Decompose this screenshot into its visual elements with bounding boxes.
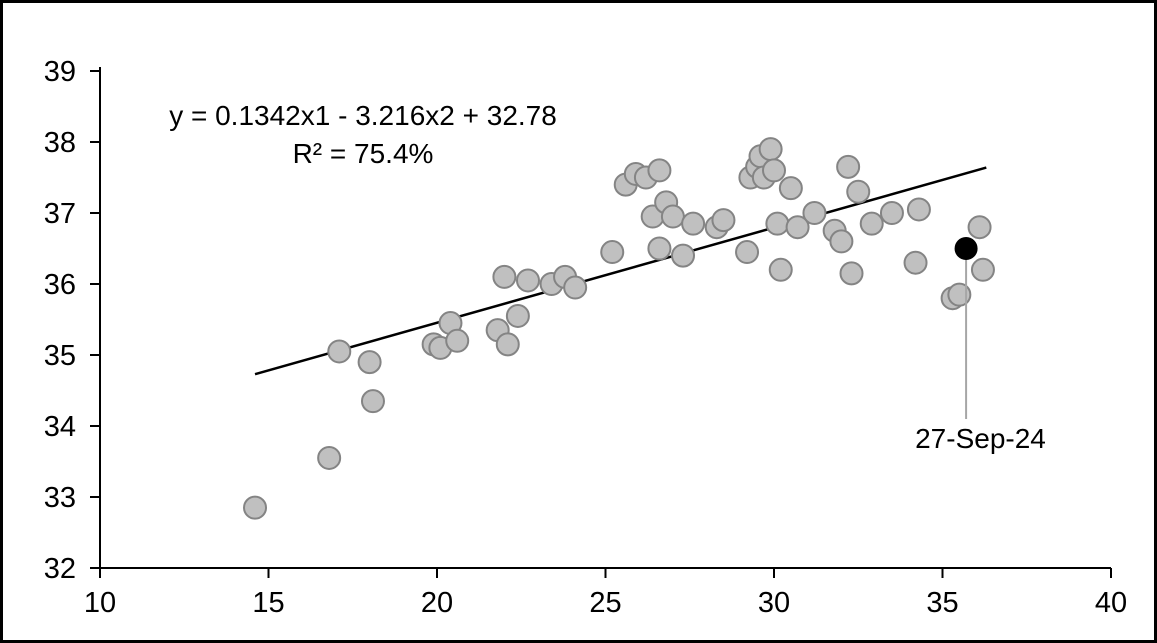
trendline [254,166,987,376]
x-axis-tick-label: 40 [1095,587,1127,619]
y-axis-tick-label: 39 [44,56,76,88]
data-point [445,328,470,353]
data-point [357,350,382,375]
y-axis-tick-label: 37 [44,198,76,230]
data-point [492,264,517,289]
data-point [495,332,520,357]
regression-annotation: y = 0.1342x1 - 3.216x2 + 32.78 R² = 75.4… [123,97,603,173]
data-point [243,495,268,520]
data-point [711,208,736,233]
data-point [758,137,783,162]
data-point [836,154,861,179]
data-point [515,268,540,293]
data-point [647,236,672,261]
data-point [967,215,992,240]
y-axis-tick-label: 34 [44,411,76,443]
data-point [660,204,685,229]
highlight-date-label: 27-Sep-24 [915,423,1046,454]
data-point [671,243,696,268]
data-point [360,389,385,414]
data-point [970,257,995,282]
highlight-point [954,237,978,260]
data-point [903,250,928,275]
data-point [327,339,352,364]
data-point [778,176,803,201]
scatter-chart: 10 15 20 25 30 35 40 32 33 34 35 36 37 38 39 [44,56,1127,619]
data-point [765,211,790,236]
data-point [785,215,810,240]
x-axis-tick-label: 15 [252,587,284,619]
data-point [647,158,672,183]
x-axis-tick-label: 30 [758,587,790,619]
data-point [839,261,864,286]
x-axis-tick-label: 25 [589,587,621,619]
data-point [600,240,625,265]
y-axis-tick-label: 35 [44,340,76,372]
data-point [563,275,588,300]
r-squared-value: R² = 75.4% [292,138,434,169]
data-point [859,211,884,236]
data-point [317,445,342,470]
data-point [802,201,827,225]
y-axis-tick-label: 38 [44,127,76,159]
data-point [829,229,854,254]
data-point [879,201,904,225]
x-axis-tick-label: 10 [84,587,116,619]
data-point [906,197,931,222]
data-point [768,257,793,282]
x-axis-tick-label: 20 [421,587,453,619]
data-point [762,158,786,183]
data-point [505,303,530,328]
regression-equation: y = 0.1342x1 - 3.216x2 + 32.78 [169,100,557,131]
data-point [681,211,706,236]
data-point [735,240,760,265]
data-point [846,179,871,204]
data-point [947,282,972,307]
x-axis-tick-label: 35 [926,587,958,619]
y-axis-tick-label: 32 [44,553,76,585]
y-axis-tick-label: 33 [44,482,76,514]
y-axis-tick-label: 36 [44,269,76,301]
